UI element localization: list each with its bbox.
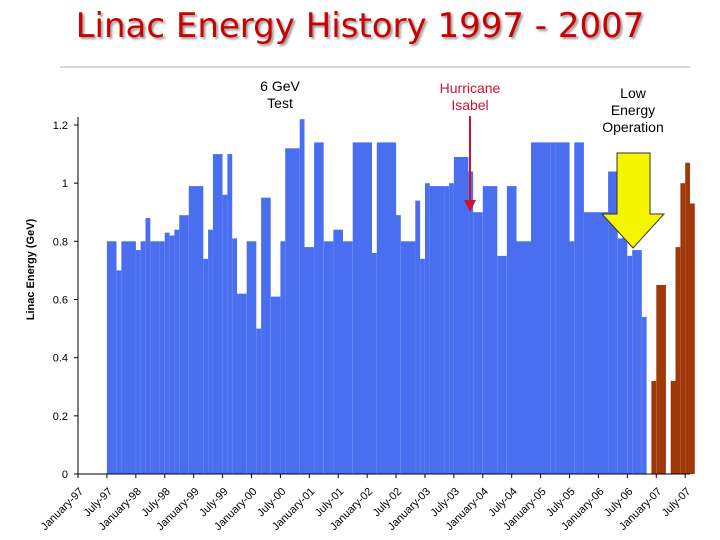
bar-series1-60	[627, 255, 633, 474]
low-energy-arrow	[600, 152, 666, 249]
bar-series1-23	[261, 197, 271, 474]
bar-series1-47	[482, 186, 498, 474]
bar-series1-59	[622, 206, 628, 474]
six-gev-test-label: 6 GeV Test	[260, 78, 300, 111]
x-tick-label: January-97	[39, 486, 86, 533]
bar-series1-61	[632, 250, 642, 474]
bar-series1-46	[473, 212, 483, 474]
bar-series1-20	[237, 293, 247, 474]
bar-series1-41	[429, 186, 445, 474]
bar-series1-5	[140, 241, 146, 474]
bar-series1-31	[333, 229, 343, 474]
bar-series1-53	[555, 142, 570, 474]
bar-series1-4	[135, 250, 141, 474]
bar-series2-4	[675, 247, 681, 474]
y-tick-label: 1.2	[53, 120, 68, 132]
bar-series1-51	[531, 142, 551, 474]
bar-series1-55	[574, 142, 584, 474]
bar-series1-27	[299, 119, 305, 474]
bar-series1-7	[150, 241, 160, 474]
bar-series2-5	[680, 183, 686, 474]
y-tick-label: 1	[62, 178, 68, 190]
bar-series1-48	[497, 255, 507, 474]
y-tick-label: 0	[62, 469, 68, 481]
bar-series1-45	[468, 171, 474, 474]
bar-series1-13	[188, 186, 204, 474]
bar-series1-39	[420, 258, 425, 474]
bar-series1-35	[376, 142, 397, 474]
bar-series1-6	[145, 218, 151, 474]
bar-series1-38	[415, 200, 421, 474]
y-tick-label: 0.4	[53, 353, 68, 365]
bar-series1-22	[256, 328, 262, 474]
bar-series1-15	[208, 229, 213, 474]
bar-series1-28	[304, 247, 315, 474]
bar-series1-32	[343, 241, 353, 474]
bar-series1-50	[516, 241, 531, 474]
bar-series1-2	[116, 270, 122, 474]
y-tick-label: 0.8	[53, 236, 68, 248]
y-tick-label: 0.6	[53, 295, 68, 307]
bar-series1-44	[453, 157, 469, 474]
bar-series1-21	[246, 241, 257, 474]
low-energy-operation-label: Low Energy Operation	[602, 85, 664, 135]
bar-series1-56	[584, 212, 609, 474]
bar-series1-62	[641, 316, 647, 474]
bar-series2-3	[670, 380, 676, 474]
hurricane-isabel-label: Hurricane Isabel	[439, 80, 501, 113]
x-tick-label: July-07	[660, 486, 694, 520]
bar-series1-33	[352, 142, 372, 474]
bar-series1-43	[449, 183, 454, 474]
bar-series1-52	[550, 142, 556, 474]
bar-series1-30	[323, 241, 334, 474]
bar-series1-3	[121, 241, 136, 474]
bar-series2-7	[690, 203, 695, 474]
bar-series1-8	[159, 241, 165, 474]
hurricane-arrow-head	[464, 200, 476, 212]
title-divider	[60, 66, 690, 68]
bar-series1-1	[106, 241, 117, 474]
page-title: Linac Energy History 1997 - 2007	[75, 6, 645, 46]
bar-series1-24	[270, 296, 281, 474]
bar-series1-14	[203, 258, 209, 474]
bar-series1-9	[164, 232, 170, 474]
bar-series1-16	[212, 154, 223, 474]
bar-series2-6	[685, 162, 690, 475]
bar-series1-42	[444, 186, 449, 474]
bar-series1-17	[222, 194, 228, 475]
bar-series1-26	[285, 148, 300, 475]
y-tick-label: 0.2	[53, 411, 68, 423]
bar-series1-29	[314, 142, 324, 474]
bar-series1-34	[372, 253, 377, 474]
bar-series1-49	[506, 186, 517, 474]
bar-series1-25	[280, 241, 286, 474]
bar-series1-57	[608, 171, 618, 474]
bar-series1-58	[617, 238, 623, 474]
bar-series2-2	[656, 285, 666, 474]
y-axis-label: Linac Energy (GeV)	[25, 218, 37, 320]
bar-series1-10	[169, 235, 175, 474]
bar-series1-36	[396, 215, 401, 474]
bar-series1-19	[232, 238, 237, 474]
bar-series2-1	[651, 380, 657, 474]
bar-series1-11	[174, 229, 180, 474]
bar-series1-54	[569, 241, 575, 474]
bar-series1-37	[400, 241, 416, 474]
bar-series1-12	[179, 215, 189, 474]
bar-series1-18	[227, 154, 233, 474]
bar-series1-40	[425, 183, 430, 474]
